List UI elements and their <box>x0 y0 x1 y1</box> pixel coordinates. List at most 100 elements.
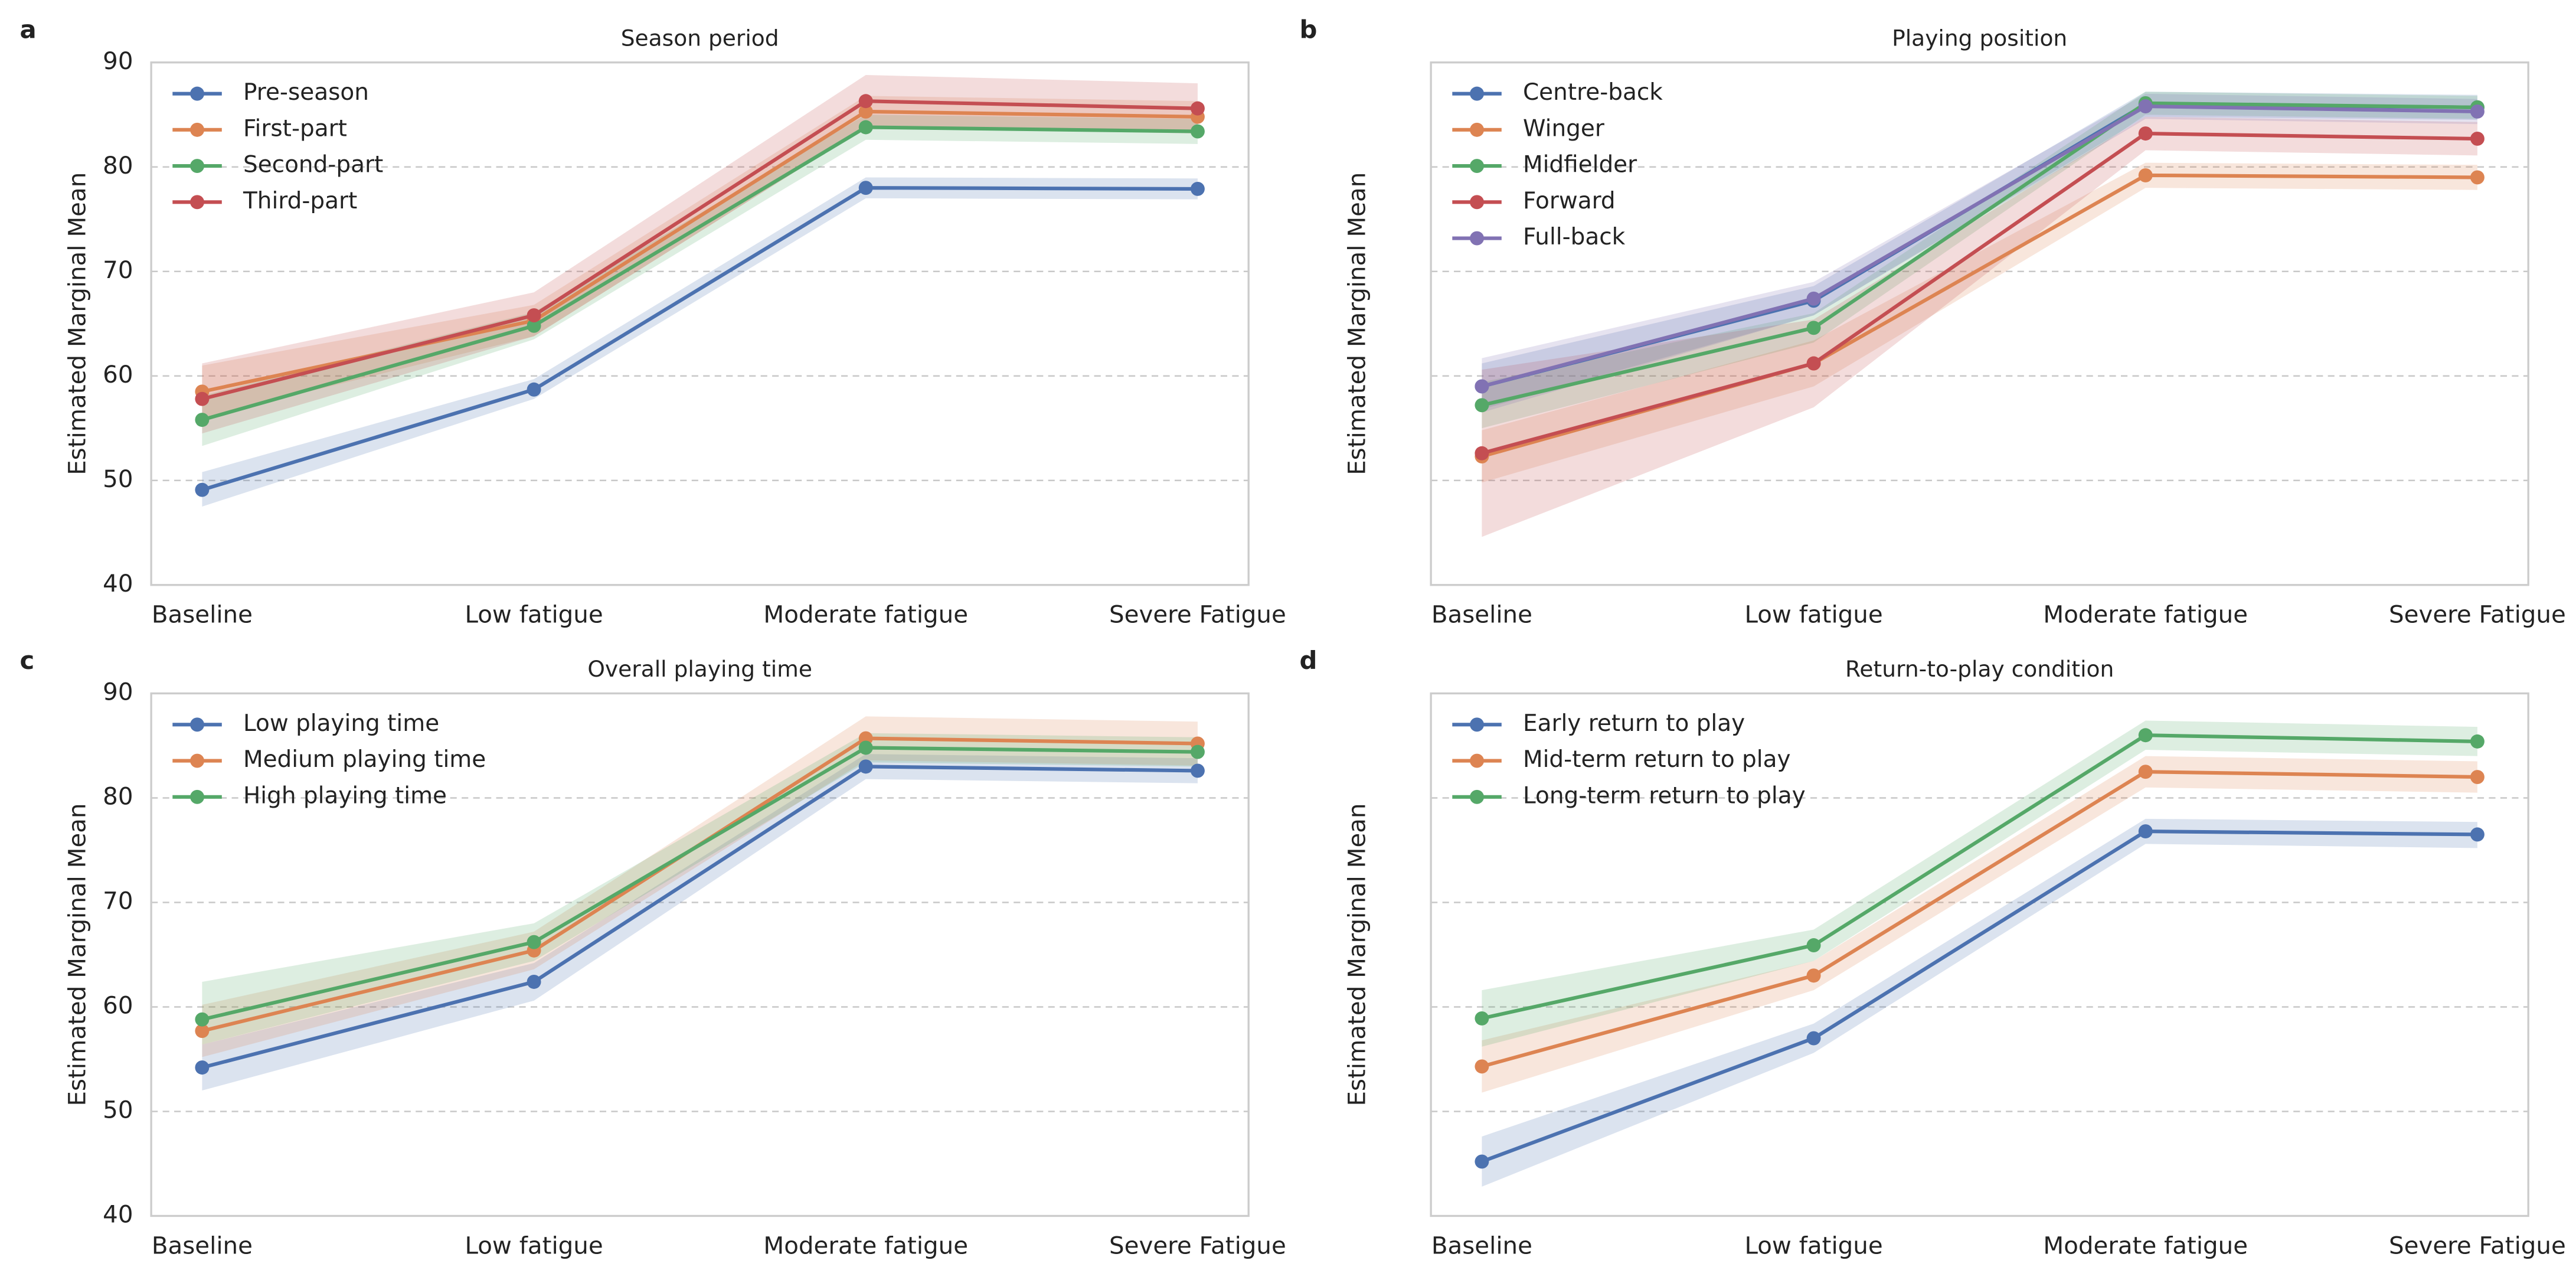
axes-frame <box>150 61 1250 586</box>
data-point <box>2138 728 2153 743</box>
legend-label: Mid-term return to play <box>1523 746 1791 773</box>
legend-marker <box>190 86 205 101</box>
y-tick-label: 40 <box>103 570 133 597</box>
series-line <box>201 186 1198 492</box>
data-point <box>1475 398 1489 413</box>
data-point <box>1475 1154 1489 1169</box>
legend-label: First-part <box>243 115 347 142</box>
data-point <box>195 413 210 427</box>
series-line <box>1481 101 2477 407</box>
confidence-band <box>202 733 1198 1045</box>
x-tick-label: Moderate fatigue <box>763 1232 968 1259</box>
x-tick-label: Low fatigue <box>465 1232 603 1259</box>
series-line <box>1481 105 2477 388</box>
data-point <box>1806 1031 1821 1046</box>
data-point <box>858 759 873 774</box>
data-point <box>1190 124 1205 139</box>
data-point <box>1475 1059 1489 1074</box>
panel-label: b <box>1299 15 1317 44</box>
x-tick-label: Baseline <box>152 601 253 629</box>
axes-frame <box>1430 61 2529 586</box>
data-point <box>1806 968 1821 983</box>
data-point <box>1190 181 1205 196</box>
data-point <box>2138 168 2153 182</box>
series-line <box>1481 733 2477 1020</box>
legend-label: Midfielder <box>1523 152 1637 178</box>
panel-label: c <box>19 646 34 675</box>
legend-marker <box>1470 195 1485 210</box>
x-tick-label: Baseline <box>1431 1232 1532 1259</box>
series-line <box>201 125 1198 422</box>
data-point <box>195 1024 210 1039</box>
series-line <box>1481 770 2477 1069</box>
data-point <box>1806 291 1821 306</box>
confidence-band <box>1482 116 2477 537</box>
y-tick-label: 80 <box>103 152 133 179</box>
x-tick-label: Severe Fatigue <box>1109 601 1286 629</box>
data-point <box>858 104 873 119</box>
legend-label: Third-part <box>243 188 357 214</box>
chart-title: Overall playing time <box>587 656 812 682</box>
x-tick-label: Low fatigue <box>1744 601 1882 629</box>
y-tick-label: 90 <box>103 678 133 706</box>
confidence-band <box>202 754 1198 1091</box>
legend-label: Centre-back <box>1523 79 1663 106</box>
x-tick-label: Severe Fatigue <box>1109 1232 1286 1259</box>
data-point <box>2138 824 2153 839</box>
data-point <box>1190 763 1205 778</box>
data-point <box>2470 170 2485 185</box>
legend-marker <box>190 159 205 174</box>
legend-label: High playing time <box>243 782 447 809</box>
legend-marker <box>1470 789 1485 804</box>
legend-label: Medium playing time <box>243 746 486 773</box>
y-tick-label: 60 <box>103 991 133 1019</box>
data-point <box>2138 765 2153 779</box>
confidence-band <box>1482 92 2477 429</box>
legend-marker <box>190 789 205 804</box>
confidence-band <box>202 74 1198 434</box>
legend-marker <box>1470 753 1485 768</box>
x-tick-label: Baseline <box>1431 601 1532 629</box>
y-tick-label: 70 <box>103 887 133 915</box>
chart-title: Playing position <box>1892 25 2067 51</box>
confidence-band <box>1482 92 2477 410</box>
legend-marker <box>1470 122 1485 137</box>
data-point <box>2470 770 2485 785</box>
confidence-band <box>202 115 1198 446</box>
confidence-band <box>1482 756 2477 1093</box>
data-point <box>1806 356 1821 371</box>
data-point <box>2138 126 2153 141</box>
x-tick-label: Moderate fatigue <box>2043 601 2248 629</box>
legend-label: Winger <box>1523 115 1605 142</box>
panel-label: a <box>19 15 36 44</box>
data-point <box>1475 379 1489 394</box>
series-line <box>201 765 1198 1070</box>
data-point <box>2470 827 2485 842</box>
y-axis-label: Estimated Marginal Mean <box>1343 803 1371 1106</box>
data-point <box>858 740 873 755</box>
y-tick-label: 50 <box>103 1096 133 1124</box>
legend-label: Long-term return to play <box>1523 782 1806 809</box>
data-point <box>195 482 210 497</box>
x-tick-label: Low fatigue <box>1744 1232 1882 1259</box>
legend-label: Early return to play <box>1523 710 1745 737</box>
y-tick-label: 60 <box>103 361 133 388</box>
data-point <box>527 382 541 397</box>
chart-title: Season period <box>621 25 779 51</box>
legend-marker <box>1470 231 1485 246</box>
legend-marker <box>1470 159 1485 174</box>
legend-label: Low playing time <box>243 710 439 737</box>
x-tick-label: Baseline <box>152 1232 253 1259</box>
legend-label: Second-part <box>243 152 383 178</box>
x-tick-label: Severe Fatigue <box>2389 1232 2566 1259</box>
legend-label: Forward <box>1523 188 1616 214</box>
series-line <box>201 99 1198 401</box>
series-line <box>1481 132 2477 455</box>
legend-label: Pre-season <box>243 79 369 106</box>
y-axis-label: Estimated Marginal Mean <box>64 803 91 1106</box>
y-axis-label: Estimated Marginal Mean <box>64 172 91 475</box>
x-tick-label: Low fatigue <box>465 601 603 629</box>
series-line <box>201 746 1198 1021</box>
